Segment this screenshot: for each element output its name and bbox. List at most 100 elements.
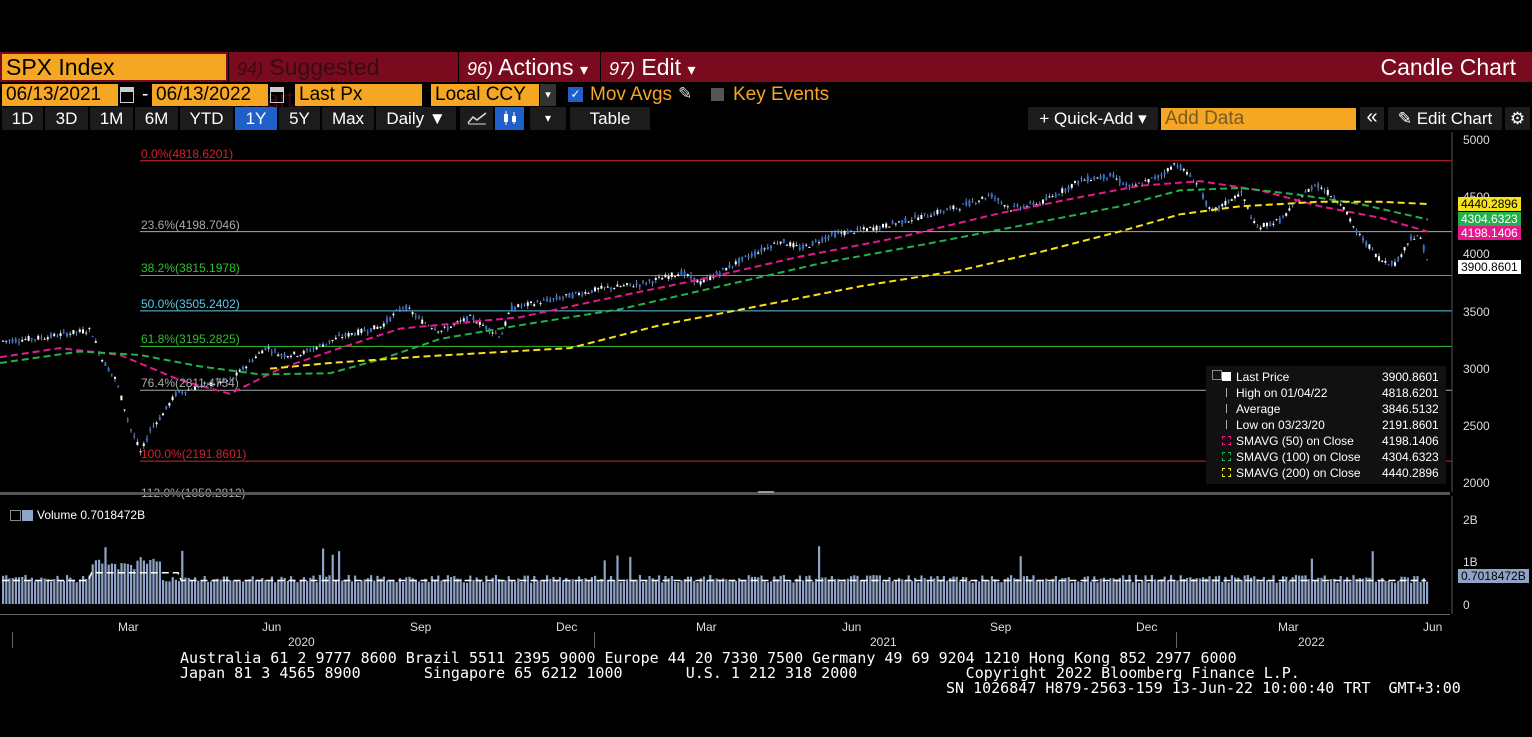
volume-bar — [738, 578, 741, 604]
price-tick: 5000 — [1463, 133, 1490, 147]
volume-bar — [885, 580, 888, 604]
candle-body — [1227, 199, 1230, 203]
volume-bar — [933, 578, 936, 604]
add-data-input[interactable]: Add Data — [1161, 108, 1356, 130]
candle-body — [1102, 174, 1105, 180]
volume-bar — [1042, 579, 1045, 604]
volume-bar — [520, 581, 523, 604]
mov-avgs-checkbox[interactable]: ✓ — [568, 87, 583, 102]
candle-body — [149, 429, 152, 431]
volume-bar — [667, 578, 670, 604]
collapse-box-icon[interactable] — [10, 510, 21, 521]
calendar-icon[interactable] — [120, 87, 134, 103]
drag-handle[interactable] — [758, 491, 774, 493]
volume-bar — [24, 574, 27, 604]
volume-bar — [386, 580, 389, 604]
gear-icon[interactable]: ⚙ — [1505, 107, 1530, 130]
candle-body — [696, 279, 699, 283]
volume-bar — [302, 577, 305, 604]
range-1m-button[interactable]: 1M — [90, 107, 133, 130]
frequency-dropdown[interactable]: Daily ▼ — [376, 107, 456, 130]
candle-body — [85, 332, 88, 334]
fib-label: 23.6%(4198.7046) — [141, 217, 240, 232]
candle-body — [1406, 243, 1409, 245]
chevron-down-icon[interactable]: ▾ — [540, 84, 556, 106]
volume-bar — [779, 575, 782, 604]
volume-bar — [322, 548, 325, 604]
candle-body — [1019, 207, 1022, 209]
candle-body — [1246, 207, 1249, 209]
volume-bar — [331, 554, 334, 604]
volume-bar — [472, 579, 475, 604]
range-ytd-button[interactable]: YTD — [180, 107, 233, 130]
candle-body — [546, 298, 548, 301]
line-chart-icon[interactable] — [460, 107, 493, 130]
pane-divider[interactable] — [0, 492, 1450, 495]
quick-add-button[interactable]: + Quick-Add ▾ — [1028, 107, 1158, 130]
volume-bar — [197, 580, 200, 604]
currency-selector[interactable]: Local CCY — [431, 84, 539, 106]
candle-body — [133, 436, 136, 438]
price-chart[interactable] — [0, 132, 1532, 492]
range-1d-button[interactable]: 1D — [2, 107, 43, 130]
volume-bar — [850, 576, 853, 604]
range-5y-button[interactable]: 5Y — [279, 107, 320, 130]
volume-bar — [414, 579, 417, 604]
volume-bar — [485, 575, 488, 604]
start-date-field[interactable]: 06/13/2021 — [2, 84, 118, 106]
candle-body — [1150, 177, 1153, 179]
volume-bar — [437, 575, 440, 604]
volume-bar — [50, 581, 53, 604]
legend-row: SMAVG (200) on Close 4440.2896 — [1206, 465, 1446, 481]
volume-bar — [1282, 576, 1285, 604]
chevron-down-icon[interactable]: ▾ — [530, 107, 566, 130]
collapse-box-icon[interactable] — [1212, 370, 1222, 380]
table-button[interactable]: Table — [570, 107, 650, 130]
ticker-field[interactable]: SPX Index — [2, 54, 226, 80]
candle-body — [846, 230, 849, 235]
volume-bar — [1182, 578, 1185, 604]
range-1y-button[interactable]: 1Y — [235, 107, 277, 130]
candle-body — [965, 201, 968, 206]
field-selector[interactable]: Last Px — [295, 84, 422, 106]
actions-menu[interactable]: 96) Actions ▾ — [458, 52, 598, 82]
candle-body — [789, 242, 792, 247]
candle-body — [510, 305, 513, 311]
candle-body — [418, 316, 420, 318]
edit-chart-button[interactable]: ✎ Edit Chart — [1388, 107, 1502, 130]
collapse-icon[interactable]: « — [1360, 107, 1384, 130]
candle-chart-icon[interactable] — [495, 107, 524, 130]
range-3d-button[interactable]: 3D — [45, 107, 88, 130]
candle-body — [699, 281, 702, 285]
candle-body — [501, 333, 504, 335]
range-6m-button[interactable]: 6M — [135, 107, 178, 130]
range-max-button[interactable]: Max — [322, 107, 374, 130]
edit-menu[interactable]: 97) Edit ▾ — [600, 52, 706, 82]
volume-bar — [162, 580, 165, 604]
candle-body — [722, 268, 724, 270]
volume-chart[interactable] — [0, 496, 1532, 614]
candle-body — [293, 351, 296, 355]
candle-body — [344, 333, 347, 337]
suggested-charts-menu[interactable]: 94) Suggested Charts — [228, 52, 456, 112]
candle-body — [1387, 264, 1390, 266]
key-events-checkbox[interactable] — [711, 88, 724, 101]
candle-body — [933, 212, 936, 216]
volume-bar — [974, 579, 977, 604]
volume-bar — [421, 582, 424, 604]
volume-bar — [693, 580, 696, 604]
candle-body — [1195, 183, 1198, 185]
calendar-icon[interactable] — [270, 87, 284, 103]
volume-bar — [1157, 580, 1160, 604]
volume-bar — [357, 582, 360, 604]
end-date-field[interactable]: 06/13/2022 — [152, 84, 268, 106]
pencil-icon[interactable]: ✎ — [678, 84, 693, 103]
candle-body — [1288, 208, 1291, 211]
candle-body — [1384, 261, 1387, 263]
volume-bar — [392, 580, 395, 604]
volume-bar — [642, 582, 645, 604]
volume-bar — [408, 576, 411, 604]
candle-body — [1349, 218, 1352, 222]
volume-bar — [581, 578, 584, 604]
candle-body — [184, 391, 187, 394]
